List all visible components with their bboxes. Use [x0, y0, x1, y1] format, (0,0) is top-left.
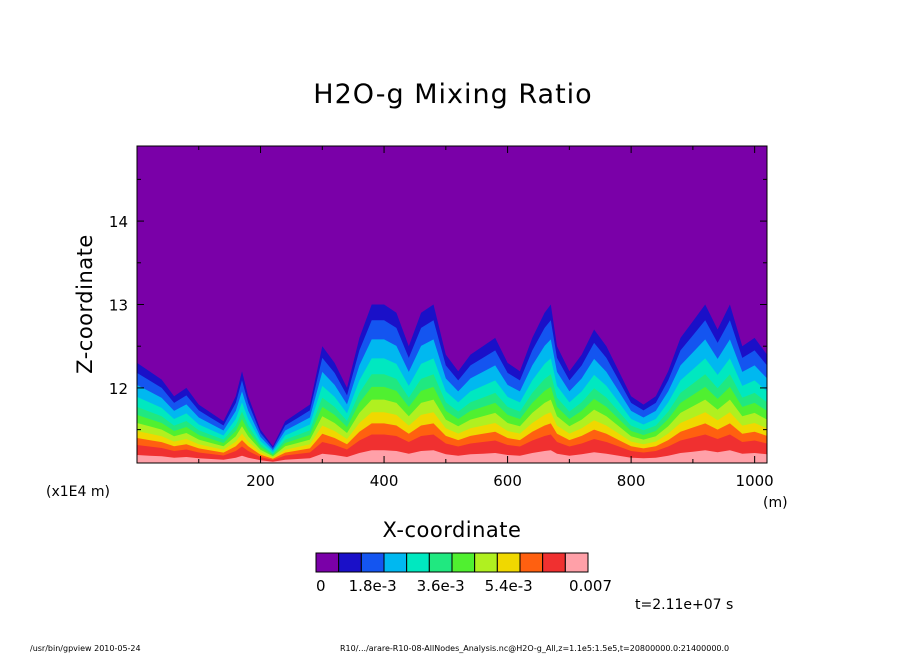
colorbar-swatch — [315, 552, 340, 573]
x-tick-label: 600 — [493, 472, 522, 490]
y-axis-unit: (x1E4 m) — [46, 484, 110, 500]
x-axis-unit: (m) — [763, 495, 788, 511]
y-tick-label: 13 — [109, 297, 128, 315]
colorbar-swatch — [542, 552, 566, 573]
x-tick-label: 400 — [370, 472, 399, 490]
y-tick-label: 14 — [109, 213, 128, 231]
colorbar-swatch — [564, 552, 589, 573]
colorbar-tick-label: 5.4e-3 — [485, 577, 533, 595]
y-tick-label: 12 — [109, 380, 128, 398]
colorbar-swatch — [360, 552, 385, 573]
colorbar-swatch — [383, 552, 408, 573]
x-axis-label: X-coordinate — [383, 518, 522, 542]
contour-band-11 — [137, 450, 767, 463]
colorbar: 0 1.8e-3 3.6e-3 5.4e-3 0.007 — [315, 552, 612, 595]
time-label: t=2.11e+07 s — [635, 597, 733, 613]
y-axis: 12 13 14 — [109, 178, 767, 431]
plot-area — [136, 145, 768, 464]
colorbar-swatch — [519, 552, 544, 573]
colorbar-swatch — [451, 552, 476, 573]
x-tick-label: 800 — [617, 472, 646, 490]
colorbar-tick-label: 0 — [316, 577, 326, 595]
colorbar-swatch — [474, 552, 498, 573]
colorbar-swatch — [338, 552, 362, 573]
x-tick-label: 200 — [246, 472, 275, 490]
colorbar-tick-label: 1.8e-3 — [349, 577, 397, 595]
colorbar-swatch — [428, 552, 453, 573]
colorbar-swatch — [496, 552, 521, 573]
footer-left: /usr/bin/gpview 2010-05-24 — [30, 644, 141, 653]
chart-title: H2O-g Mixing Ratio — [313, 79, 592, 110]
x-axis: 200 400 600 800 1000 — [198, 146, 774, 490]
x-tick-label: 1000 — [736, 472, 774, 490]
footer-right: R10/.../arare-R10-08-AllNodes_Analysis.n… — [340, 644, 729, 653]
colorbar-tick-label: 3.6e-3 — [417, 577, 465, 595]
colorbar-tick-label: 0.007 — [569, 577, 612, 595]
y-axis-label: Z-coordinate — [73, 234, 97, 374]
colorbar-swatch — [406, 552, 430, 573]
